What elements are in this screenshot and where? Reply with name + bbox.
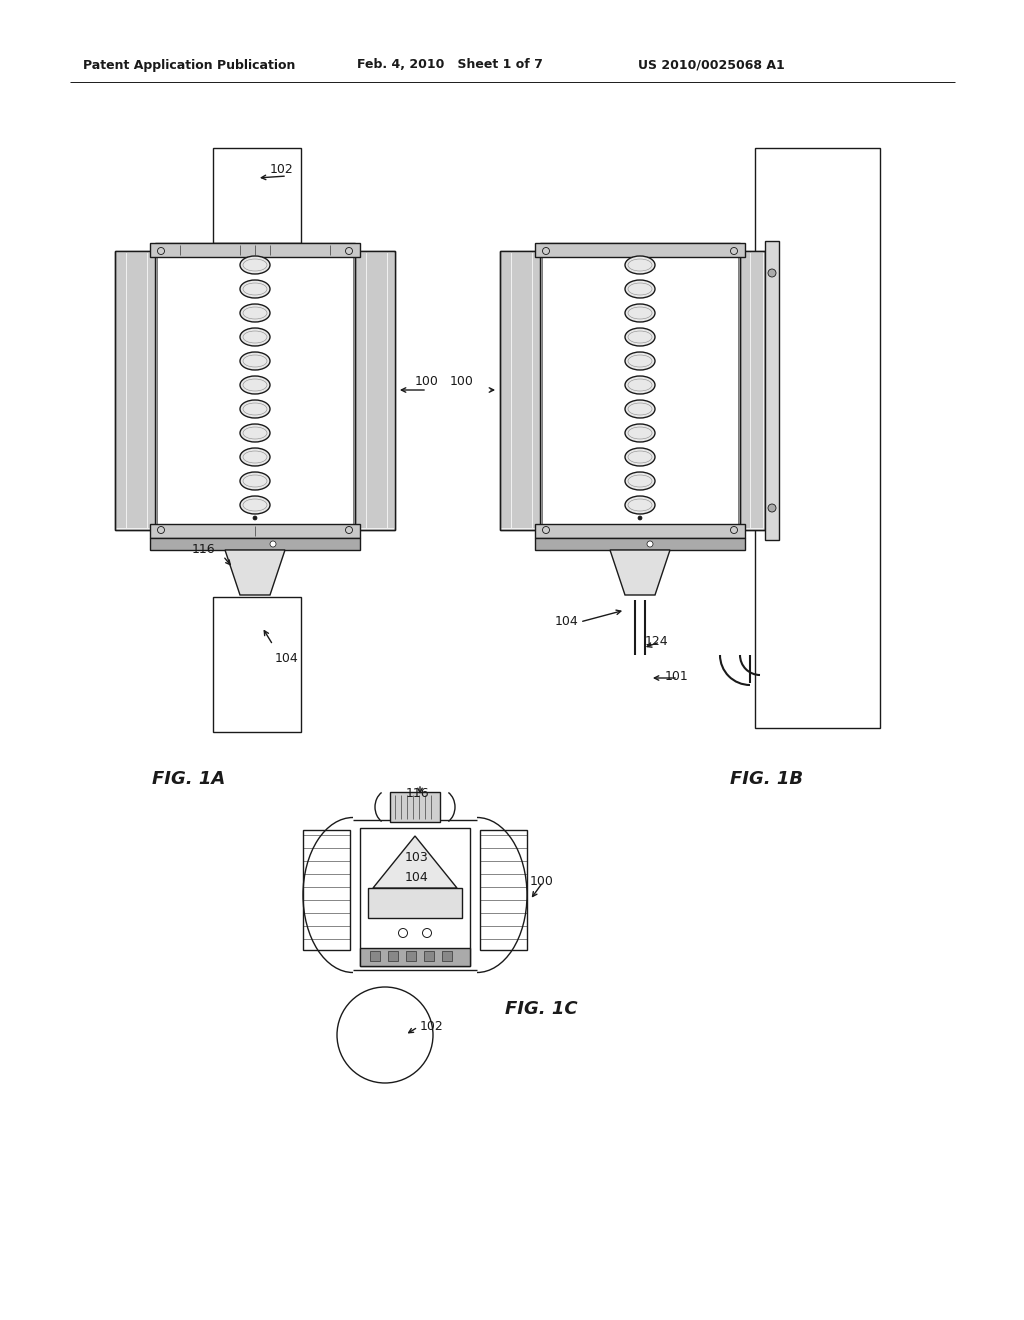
Ellipse shape bbox=[625, 376, 655, 393]
Ellipse shape bbox=[240, 424, 270, 442]
Text: 103: 103 bbox=[406, 851, 429, 865]
Ellipse shape bbox=[240, 447, 270, 466]
Bar bbox=[406, 950, 416, 961]
Bar bbox=[535, 243, 745, 257]
Ellipse shape bbox=[158, 527, 165, 533]
Bar bbox=[388, 950, 398, 961]
Bar bbox=[765, 242, 779, 540]
Ellipse shape bbox=[625, 447, 655, 466]
Text: FIG. 1A: FIG. 1A bbox=[152, 770, 225, 788]
Ellipse shape bbox=[240, 352, 270, 370]
Ellipse shape bbox=[543, 248, 550, 255]
Ellipse shape bbox=[625, 327, 655, 346]
Text: 101: 101 bbox=[665, 671, 689, 682]
Ellipse shape bbox=[240, 376, 270, 393]
Ellipse shape bbox=[730, 248, 737, 255]
Ellipse shape bbox=[240, 400, 270, 418]
Ellipse shape bbox=[253, 516, 257, 520]
Text: 104: 104 bbox=[275, 652, 299, 665]
Ellipse shape bbox=[345, 527, 352, 533]
Text: Feb. 4, 2010   Sheet 1 of 7: Feb. 4, 2010 Sheet 1 of 7 bbox=[357, 58, 543, 71]
Polygon shape bbox=[373, 836, 457, 888]
Text: FIG. 1B: FIG. 1B bbox=[730, 770, 803, 788]
Ellipse shape bbox=[768, 269, 776, 277]
Text: FIG. 1C: FIG. 1C bbox=[505, 1001, 578, 1018]
Ellipse shape bbox=[270, 541, 276, 546]
Bar bbox=[150, 539, 360, 550]
Bar bbox=[500, 251, 540, 531]
Bar bbox=[424, 950, 434, 961]
Ellipse shape bbox=[158, 248, 165, 255]
Text: US 2010/0025068 A1: US 2010/0025068 A1 bbox=[638, 58, 784, 71]
Text: 102: 102 bbox=[270, 162, 294, 176]
Bar bbox=[360, 828, 470, 966]
Ellipse shape bbox=[240, 304, 270, 322]
Ellipse shape bbox=[625, 256, 655, 275]
Bar bbox=[213, 597, 301, 733]
Ellipse shape bbox=[625, 400, 655, 418]
Text: Patent Application Publication: Patent Application Publication bbox=[83, 58, 295, 71]
Bar bbox=[213, 148, 301, 243]
Ellipse shape bbox=[240, 256, 270, 275]
Bar bbox=[480, 830, 527, 950]
Bar bbox=[155, 243, 355, 539]
Bar bbox=[442, 950, 452, 961]
Bar bbox=[755, 148, 880, 729]
Bar bbox=[150, 524, 360, 539]
Bar bbox=[355, 251, 395, 531]
Text: 104: 104 bbox=[406, 871, 429, 884]
Bar bbox=[535, 524, 745, 539]
Ellipse shape bbox=[240, 327, 270, 346]
Ellipse shape bbox=[638, 516, 642, 520]
Text: 100: 100 bbox=[530, 875, 554, 888]
Bar bbox=[368, 888, 462, 917]
Bar bbox=[303, 830, 350, 950]
Ellipse shape bbox=[647, 541, 653, 546]
Bar bbox=[370, 950, 380, 961]
Text: 100: 100 bbox=[450, 375, 474, 388]
Ellipse shape bbox=[625, 496, 655, 513]
Bar bbox=[150, 243, 360, 257]
Ellipse shape bbox=[240, 280, 270, 298]
Text: 124: 124 bbox=[645, 635, 669, 648]
Ellipse shape bbox=[625, 473, 655, 490]
Bar bbox=[540, 243, 740, 539]
Ellipse shape bbox=[625, 424, 655, 442]
Ellipse shape bbox=[543, 527, 550, 533]
Bar bbox=[740, 251, 765, 531]
Polygon shape bbox=[225, 550, 285, 595]
Polygon shape bbox=[610, 550, 670, 595]
Ellipse shape bbox=[625, 280, 655, 298]
Text: 100: 100 bbox=[415, 375, 439, 388]
Ellipse shape bbox=[337, 987, 433, 1082]
Text: 116: 116 bbox=[191, 543, 215, 556]
Ellipse shape bbox=[730, 527, 737, 533]
Text: 102: 102 bbox=[420, 1020, 443, 1034]
Ellipse shape bbox=[768, 504, 776, 512]
Text: 104: 104 bbox=[555, 615, 579, 628]
Ellipse shape bbox=[240, 473, 270, 490]
Ellipse shape bbox=[625, 304, 655, 322]
Text: 116: 116 bbox=[406, 787, 429, 800]
Bar bbox=[360, 948, 470, 966]
Bar bbox=[157, 246, 353, 536]
Ellipse shape bbox=[625, 352, 655, 370]
Ellipse shape bbox=[423, 928, 431, 937]
Bar bbox=[542, 246, 738, 536]
Bar bbox=[535, 539, 745, 550]
Bar bbox=[390, 792, 440, 822]
Ellipse shape bbox=[240, 496, 270, 513]
Ellipse shape bbox=[345, 248, 352, 255]
Bar bbox=[115, 251, 155, 531]
Ellipse shape bbox=[398, 928, 408, 937]
